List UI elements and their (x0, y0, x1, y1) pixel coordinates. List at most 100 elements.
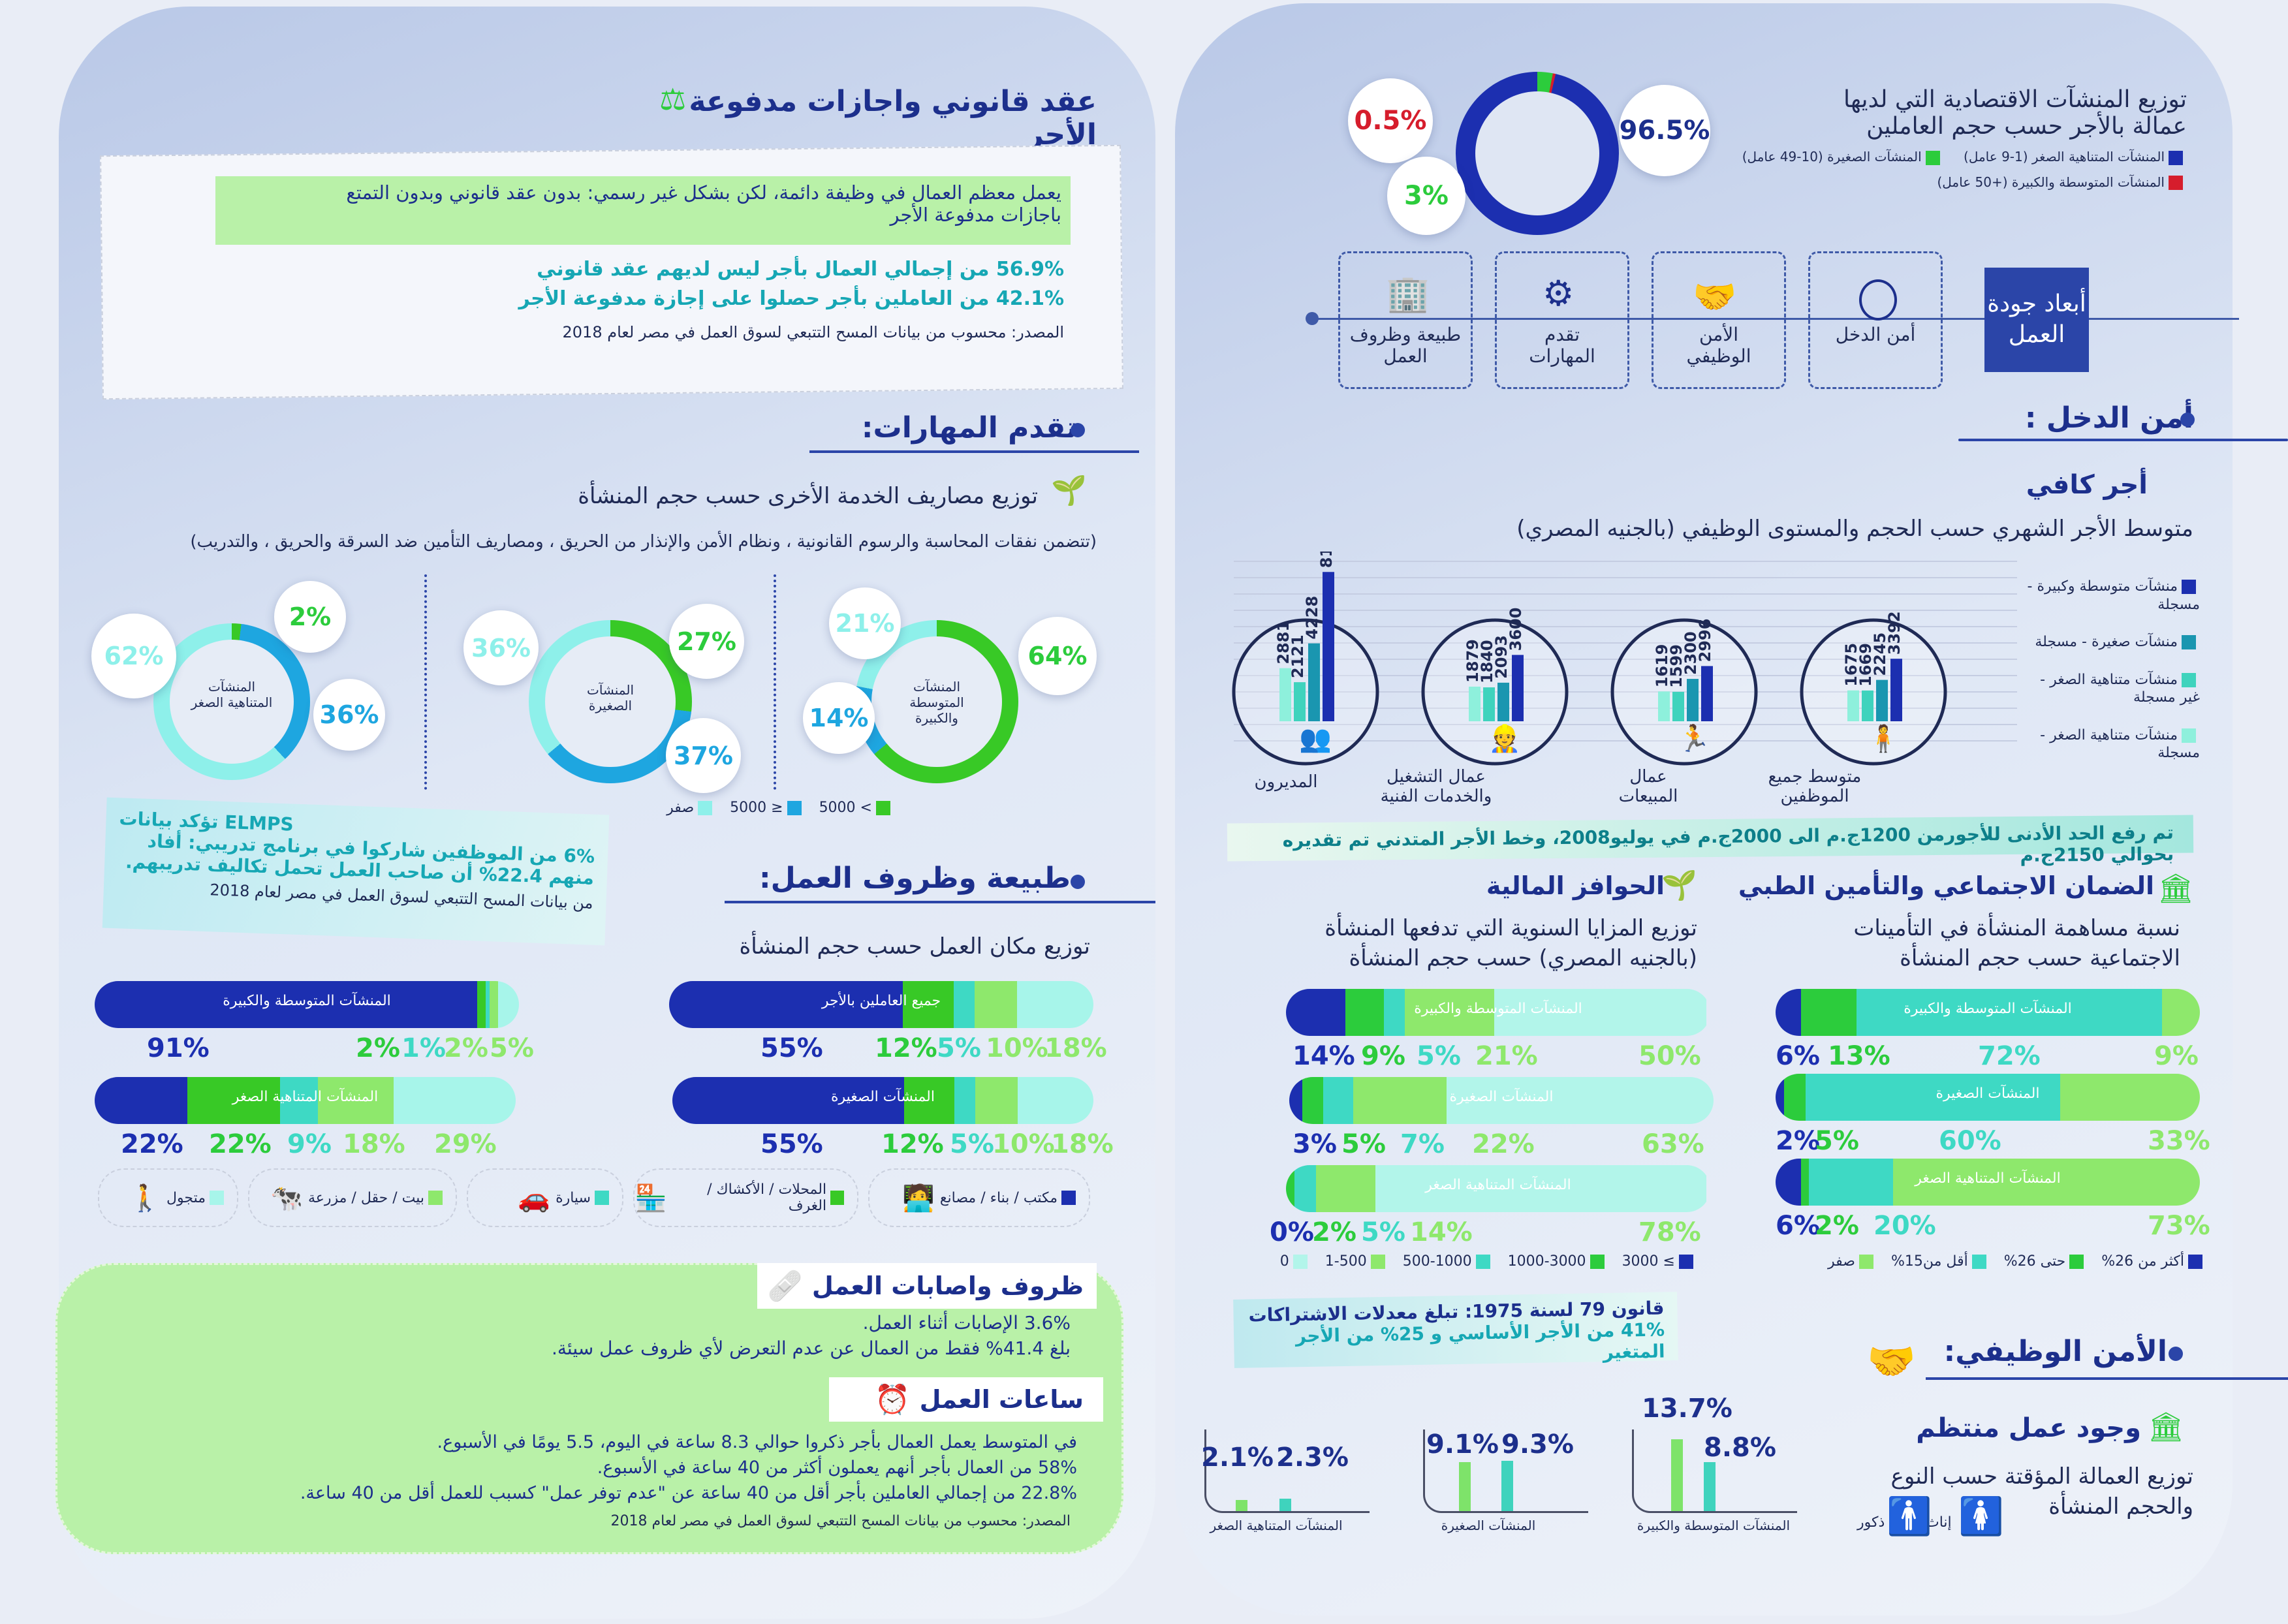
dim-jobsec[interactable]: 🤝 الأمن الوظيفي (1652, 251, 1786, 389)
skills-legend: > 5000 ≤ 5000 صفر (653, 800, 894, 816)
bar-value: 3% (1293, 1129, 1337, 1159)
temp-micro-b: 2.3% (1276, 1443, 1349, 1473)
legend-mobile: متجول 🚶 (98, 1168, 238, 1227)
bar-value: 55% (760, 1033, 823, 1063)
social-heading: الضمان الاجتماعي والتأمين الطبي (1738, 871, 2154, 900)
wage-bar (1279, 668, 1291, 721)
jobsec-title: توزيع العمالة المؤقتة حسب النوع والحجم ال… (1890, 1463, 2193, 1520)
bar-segment (317, 1077, 394, 1124)
skills-heading: تقدم المهارات: (861, 411, 1077, 445)
bar-segment (1375, 1165, 1706, 1212)
wage-value-label: 1669 (1857, 643, 1875, 687)
legend-shops: المحلات / الأكشاك / الغرف 🏪 (633, 1168, 858, 1227)
bar-label: جميع العاملين بالأجر (821, 993, 941, 1009)
temp-group-small (1423, 1429, 1588, 1513)
temp-large-a: 13.7% (1642, 1394, 1732, 1424)
computer-worker-icon: 🧑‍💻 (902, 1183, 935, 1213)
skills-paren: (تتضمن نفقات المحاسبة والرسوم القانونية … (190, 532, 1097, 552)
bar-value: 33% (2148, 1126, 2210, 1156)
temp-small-a: 9.1% (1426, 1429, 1499, 1460)
dist-legend: المنشآت المتناهية الصغر (1-9 عامل) المنش… (1665, 149, 2187, 190)
cond-source: المصدر: محسوب من بيانات المسح التتبعي لس… (610, 1513, 1071, 1529)
bar-label: المنشآت المتوسطة والكبيرة (1904, 1001, 2072, 1017)
wage-bar (1890, 659, 1902, 721)
income-heading: أمن الدخل : (2024, 401, 2193, 435)
wage-value-label: 8101 (1317, 552, 1336, 568)
donut-micro-label: المنشآت المتناهية الصغر (191, 679, 273, 710)
hours-heading: ساعات العمل ⏰ (829, 1377, 1103, 1422)
bar-value: 73% (2148, 1211, 2210, 1241)
wage-bar (1483, 687, 1495, 721)
money-plant-icon-2: 🌱 (1051, 474, 1087, 507)
wage-bar (1847, 690, 1859, 721)
jobsec-heading: الأمن الوظيفي: (1943, 1335, 2167, 1368)
temp-group-large (1632, 1429, 1797, 1513)
bar-value: 22% (209, 1129, 272, 1159)
bar-value: 9% (1361, 1041, 1405, 1071)
bar-value: 1% (401, 1033, 446, 1063)
bar-segment (1383, 989, 1405, 1036)
dim-income[interactable]: أمن الدخل (1808, 251, 1943, 389)
bar-segment (953, 981, 975, 1028)
dim-skills[interactable]: ⚙ تقدم المهارات (1495, 251, 1629, 389)
financial-sub: توزيع المزايا السنوية التي تدفعها المنشأ… (1324, 915, 1697, 971)
bar-segment (1323, 1077, 1353, 1124)
wage-value-label: 1879 (1464, 639, 1482, 683)
dist-micro-pct: 96.5% (1619, 85, 1710, 176)
worker-icon: 🧍 (1867, 723, 1900, 754)
bar-segment (954, 1077, 976, 1124)
wage-legend: منشآت متوسطة وكبيرة - مسجلة منشآت صغيرة … (2027, 578, 2200, 761)
donut-small-c: 37% (666, 718, 741, 793)
wage-value-label: 2093 (1492, 635, 1511, 679)
female-label: إناث (1926, 1514, 1952, 1531)
social-bar-large: المنشآت المتوسطة والكبيرة (1776, 989, 2200, 1036)
minwage-note-text: تم رفع الحد الأدنى للأجورمن 1200ج.م الى … (1282, 821, 2174, 866)
bar-segment (1856, 989, 2162, 1036)
wage-bar (1497, 682, 1509, 721)
gavel-icon: ⚖ (659, 82, 687, 117)
bar-label: المنشآت المتوسطة والكبيرة (1414, 1001, 1582, 1017)
bar-segment (485, 981, 490, 1028)
wage-bar (1512, 655, 1524, 721)
bar-value: 18% (1051, 1129, 1114, 1159)
building-icon-2: 🏛 (2148, 1411, 2184, 1444)
worker-icon: 👷 (1488, 723, 1521, 754)
financial-legend: ≥ 3000 1000-3000 500-1000 1-500 0 (1240, 1253, 1697, 1270)
fin-bar-micro: المنشآت المتناهية الصغر (1286, 1165, 1710, 1212)
bar-label: المنشآت المتناهية الصغر (1425, 1177, 1571, 1193)
bar-segment (672, 1077, 904, 1124)
bar-segment (1315, 1165, 1375, 1212)
social-bar-small: المنشآت الصغيرة (1776, 1074, 2200, 1121)
nature-bar-large: المنشآت المتوسطة والكبيرة (95, 981, 519, 1028)
bar-segment (1405, 989, 1494, 1036)
walking-person-icon: 🚶 (129, 1183, 162, 1213)
dim-jobsec-label: الأمن الوظيفي (1686, 324, 1751, 367)
bar-value: 22% (121, 1129, 183, 1159)
temp-bar-large-m (1704, 1462, 1716, 1511)
wage-bar (1308, 643, 1320, 721)
dim-nature[interactable]: 🏢 طبيعة وظروف العمل (1338, 251, 1473, 389)
dims-line (1312, 318, 2239, 320)
bar-segment (489, 981, 498, 1028)
jobsec-dot (2169, 1347, 2183, 1361)
gear-person-icon: ⚙ (1543, 273, 1575, 314)
wage-value-label: 3392 (1885, 611, 1904, 655)
bar-value: 21% (1475, 1041, 1538, 1071)
bar-value: 6% (1776, 1041, 1820, 1071)
bar-value: 0% (1270, 1217, 1314, 1247)
nature-bar-small: المنشآت الصغيرة (672, 1077, 1093, 1124)
bar-value: 10% (986, 1033, 1048, 1063)
nature-dot (1071, 875, 1085, 889)
law-line2: 41% من الأجر الأساسي و 25% من الأجر المت… (1295, 1319, 1665, 1364)
legend-home: بيت / حقل / مزرعة 🐄 (248, 1168, 457, 1227)
bar-segment (1302, 1077, 1323, 1124)
wage-bar (1294, 682, 1306, 721)
bar-value: 9% (287, 1129, 332, 1159)
fin-bar-large: المنشآت المتوسطة والكبيرة (1286, 989, 1710, 1036)
bar-value: 91% (147, 1033, 210, 1063)
bar-value: 14% (1293, 1041, 1355, 1071)
wage-value-label: 2996 (1696, 619, 1714, 663)
bar-value: 18% (1044, 1033, 1107, 1063)
donut-large-c: 14% (803, 682, 875, 754)
